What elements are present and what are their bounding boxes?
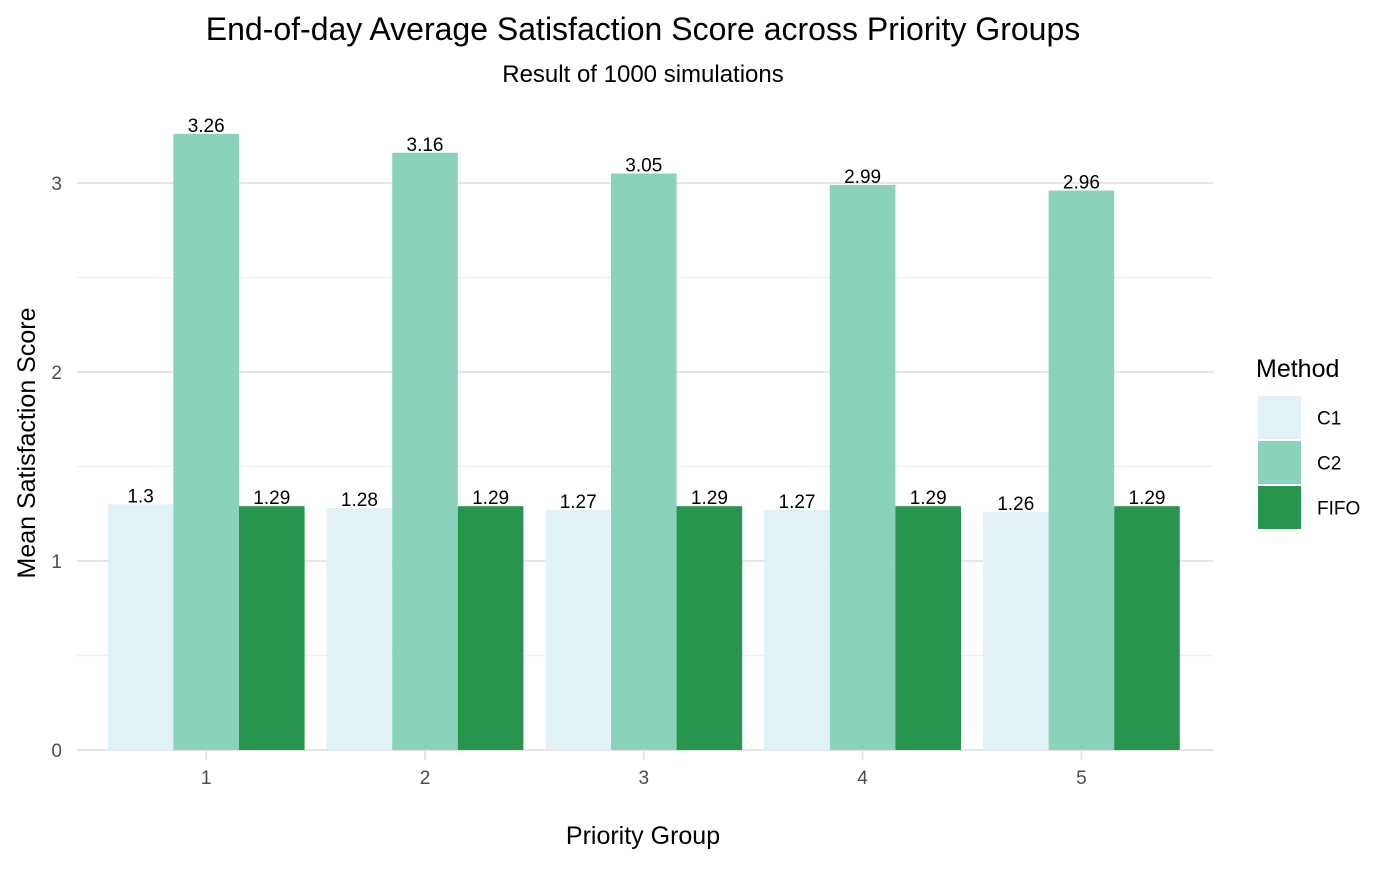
data-label: 1.27 (779, 492, 816, 513)
data-label: 1.29 (1129, 488, 1166, 509)
x-tick-label: 4 (857, 768, 868, 789)
data-label: 1.29 (472, 488, 509, 509)
legend-label-fifo: FIFO (1317, 499, 1360, 520)
data-label: 3.26 (188, 116, 225, 137)
title-group: End-of-day Average Satisfaction Score ac… (206, 11, 1080, 88)
bars (107, 133, 1180, 751)
x-axis: 1 2 3 4 5 (201, 750, 1087, 789)
chart-title: End-of-day Average Satisfaction Score ac… (206, 11, 1080, 47)
data-label: 1.26 (997, 494, 1034, 515)
y-tick-label: 3 (51, 174, 62, 195)
bar-c1-group-3 (545, 509, 611, 750)
data-label: 3.16 (407, 135, 444, 156)
bar-fifo-group-3 (676, 506, 743, 750)
bar-c2-group-4 (829, 184, 896, 750)
data-label: 1.29 (691, 488, 728, 509)
y-axis: 0 1 2 3 (51, 174, 62, 762)
legend-label-c1: C1 (1317, 409, 1341, 430)
bar-c1-group-4 (764, 509, 830, 750)
bar-c2-group-2 (392, 152, 458, 750)
x-tick-label: 2 (420, 768, 431, 789)
legend-key-c2 (1258, 441, 1301, 484)
y-tick-label: 2 (51, 363, 62, 384)
legend-key-fifo (1258, 486, 1301, 529)
data-label: 1.29 (910, 488, 947, 509)
bar-fifo-group-4 (895, 506, 961, 750)
bar-c2-group-5 (1048, 190, 1115, 750)
bar-fifo-group-2 (457, 506, 524, 750)
y-tick-label: 0 (51, 741, 62, 762)
x-tick-label: 3 (639, 768, 650, 789)
data-label: 1.29 (253, 488, 290, 509)
bar-fifo-group-5 (1114, 506, 1180, 750)
data-label: 1.3 (127, 486, 153, 507)
data-label: 1.28 (341, 490, 378, 511)
y-tick-label: 1 (51, 552, 62, 573)
x-tick-label: 5 (1076, 768, 1087, 789)
legend-title: Method (1256, 355, 1339, 383)
bar-c1-group-1 (107, 504, 174, 750)
legend-label-c2: C2 (1317, 454, 1341, 475)
bar-c1-group-5 (983, 511, 1049, 750)
x-axis-title: Priority Group (566, 822, 720, 850)
bar-c2-group-3 (611, 173, 677, 751)
bar-c1-group-2 (326, 508, 393, 750)
bar-c2-group-1 (173, 133, 239, 751)
legend-key-c1 (1258, 396, 1301, 439)
x-tick-label: 1 (201, 768, 212, 789)
data-label: 2.96 (1063, 173, 1100, 194)
data-label: 1.27 (560, 492, 597, 513)
y-axis-title: Mean Satisfaction Score (13, 308, 41, 579)
data-labels: 1.3 3.26 1.29 1.28 3.16 1.29 1.27 3.05 1.29 1.27 2… (127, 116, 1165, 515)
data-label: 3.05 (625, 156, 662, 177)
legend: Method C1 C2 FIFO (1256, 355, 1360, 529)
bar-fifo-group-1 (239, 506, 305, 750)
chart-subtitle: Result of 1000 simulations (502, 61, 783, 88)
data-label: 2.99 (844, 167, 881, 188)
